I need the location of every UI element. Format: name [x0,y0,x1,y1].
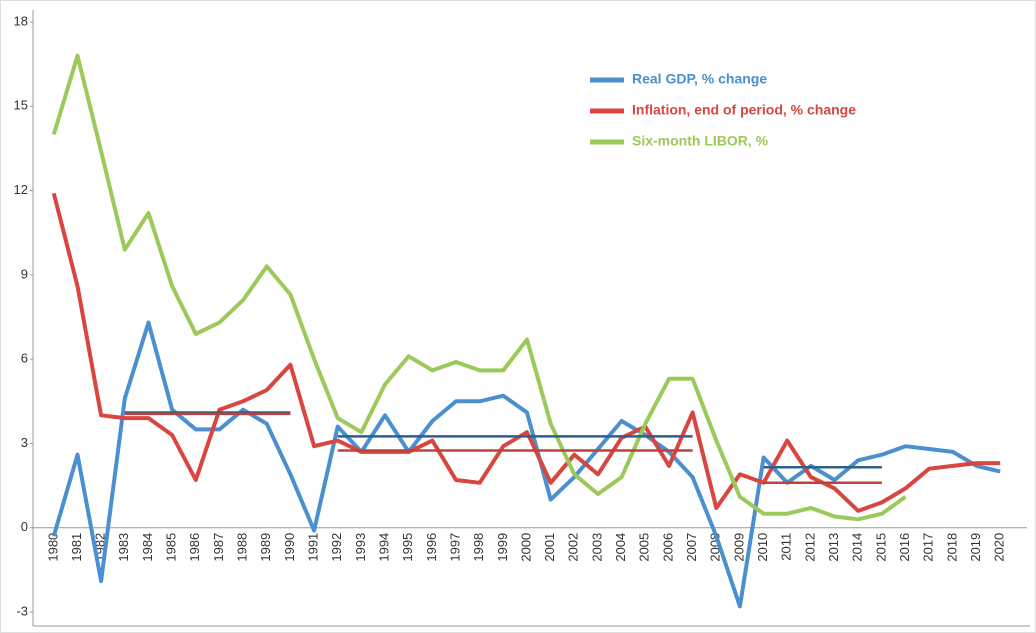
x-tick-label: 2007 [684,533,699,562]
y-tick-label: -3 [16,603,28,618]
series-line [51,53,907,522]
y-tick-label: 6 [21,351,28,366]
x-tick-label: 1993 [353,533,368,562]
x-tick-label: 1986 [187,533,202,562]
x-tick-label: 2001 [542,533,557,562]
y-tick-label: 9 [21,266,28,281]
x-tick-label: 1994 [376,533,391,562]
x-tick-label: 1989 [258,533,273,562]
x-tick-label: 1997 [447,533,462,562]
x-tick-label: 2012 [802,533,817,562]
series-line [51,320,1001,609]
x-tick-label: 2017 [921,533,936,562]
x-tick-label: 2018 [944,533,959,562]
x-tick-label: 2015 [873,533,888,562]
series-line [51,192,1001,513]
x-tick-label: 1987 [211,533,226,562]
x-tick-label: 1998 [471,533,486,562]
x-tick-label: 1984 [140,533,155,562]
x-tick-label: 1990 [282,533,297,562]
x-tick-label: 2005 [637,533,652,562]
x-tick-label: 2003 [589,533,604,562]
x-tick-label: 2011 [779,533,794,561]
y-tick-label: 15 [14,98,28,113]
y-tick-label: 0 [21,519,28,534]
x-tick-label: 1981 [69,533,84,562]
x-tick-label: 2014 [850,533,865,562]
legend-label: Real GDP, % change [632,71,767,87]
x-tick-label: 2009 [731,533,746,562]
x-tick-label: 2019 [968,533,983,562]
x-tick-label: 1995 [400,533,415,562]
x-tick-label: 1980 [45,533,60,562]
x-tick-label: 2006 [660,533,675,562]
x-tick-label: 1992 [329,533,344,562]
y-tick-label: 3 [21,435,28,450]
x-tick-label: 1996 [424,533,439,562]
x-tick-label: 1988 [235,533,250,562]
x-tick-label: 1999 [495,533,510,562]
x-tick-label: 1985 [164,533,179,562]
y-tick-label: 18 [14,13,28,28]
x-tick-label: 2004 [613,533,628,562]
x-tick-label: 2020 [992,533,1007,562]
x-tick-label: 2010 [755,533,770,562]
x-tick-label: 2013 [826,533,841,562]
x-tick-label: 2016 [897,533,912,562]
y-tick-label: 12 [14,182,28,197]
x-tick-label: 1991 [306,533,321,562]
legend-label: Six-month LIBOR, % [632,133,769,149]
x-tick-label: 2002 [566,533,581,562]
legend-label: Inflation, end of period, % change [632,102,856,118]
x-tick-label: 1983 [116,533,131,562]
x-tick-label: 2000 [518,533,533,562]
